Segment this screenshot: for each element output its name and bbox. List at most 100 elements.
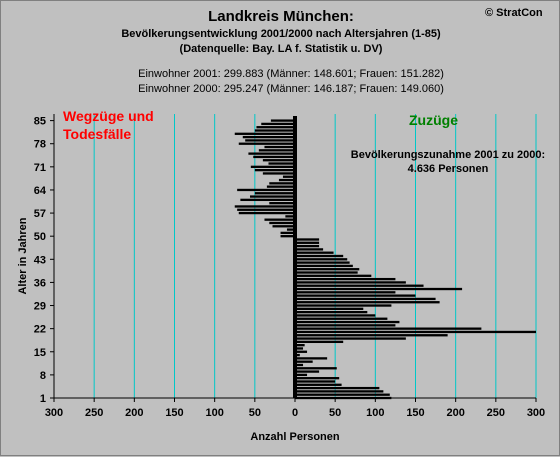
bar-age-31 [295, 297, 436, 301]
bar-age-34 [295, 287, 463, 291]
bar-age-58 [237, 208, 295, 211]
bar-age-65 [266, 185, 295, 188]
bar-age-2 [295, 393, 390, 396]
bar-age-14 [295, 353, 300, 357]
y-tick-label-6: 43 [34, 254, 46, 266]
y-tick-label-8: 57 [34, 208, 46, 220]
bar-age-28 [295, 307, 364, 310]
bar-age-41 [295, 264, 353, 268]
x-tick-label-3: 150 [165, 407, 183, 419]
bar-age-33 [295, 291, 396, 294]
bar-age-20 [295, 334, 448, 337]
bar-age-59 [234, 205, 295, 208]
annotation-line2: 4.636 Personen [408, 163, 489, 175]
x-tick-label-11: 250 [487, 407, 505, 419]
bar-age-19 [295, 337, 406, 340]
x-tick-label-9: 150 [406, 407, 424, 419]
y-tick-label-1: 8 [40, 370, 46, 382]
bar-age-29 [295, 304, 392, 307]
right-label: Zuzüge [409, 112, 458, 128]
bar-age-77 [264, 145, 295, 149]
bar-age-7 [295, 377, 340, 380]
bar-age-55 [264, 218, 295, 221]
x-tick-label-4: 100 [205, 407, 223, 419]
x-tick-label-6: 0 [292, 407, 298, 419]
x-axis-label: Anzahl Personen [250, 431, 340, 443]
copyright-label: © StratCon [485, 7, 543, 19]
center-axis [293, 116, 297, 398]
bar-age-40 [295, 268, 360, 271]
bar-age-48 [295, 241, 320, 244]
bar-age-67 [278, 178, 295, 182]
bar-age-4 [295, 386, 380, 390]
bar-age-73 [262, 159, 295, 162]
bar-age-62 [250, 195, 295, 198]
x-tick-label-8: 100 [366, 407, 384, 419]
x-tick-label-0: 300 [45, 407, 63, 419]
x-tick-label-1: 250 [85, 407, 103, 419]
y-axis-label: Alter in Jahren [17, 217, 29, 294]
bar-age-39 [295, 271, 358, 274]
bar-age-49 [295, 238, 320, 241]
bar-age-52 [286, 228, 295, 231]
y-tick-label-5: 36 [34, 277, 46, 289]
x-tick-label-2: 200 [125, 407, 143, 419]
x-tick-label-7: 50 [329, 407, 341, 419]
bar-age-45 [295, 251, 334, 254]
bar-age-56 [285, 215, 295, 218]
x-tick-label-10: 200 [446, 407, 464, 419]
left-label-line1: Wegzüge und [63, 108, 154, 124]
bar-age-9 [295, 370, 320, 373]
bar-age-78 [238, 142, 295, 145]
x-tick-label-5: 50 [249, 407, 261, 419]
bar-age-5 [295, 383, 342, 386]
bar-age-12 [295, 360, 313, 363]
bar-age-46 [295, 248, 324, 251]
bar-age-71 [250, 165, 295, 168]
bar-age-57 [238, 211, 295, 215]
left-label-line2: Todesfälle [63, 126, 131, 142]
bar-age-25 [295, 317, 388, 320]
bar-age-74 [253, 155, 295, 159]
x-tick-label-12: 300 [527, 407, 545, 419]
annotation-line1: Bevölkerungszunahme 2001 zu 2000: [351, 149, 545, 161]
y-tick-label-12: 85 [34, 116, 46, 128]
bar-age-76 [258, 149, 295, 152]
bar-age-3 [295, 390, 384, 393]
bar-age-84 [261, 122, 295, 126]
y-tick-label-11: 78 [34, 139, 46, 151]
bar-age-11 [295, 363, 304, 367]
population-2000-info: Einwohner 2000: 295.247 (Männer: 146.187… [138, 83, 444, 95]
bar-age-51 [280, 231, 295, 235]
bar-age-17 [295, 344, 305, 347]
bar-age-66 [269, 182, 295, 185]
bar-age-68 [282, 175, 295, 178]
bar-age-54 [269, 221, 295, 225]
bar-age-43 [295, 258, 348, 261]
bar-age-32 [295, 294, 416, 297]
y-tick-label-4: 29 [34, 301, 46, 313]
bar-age-53 [272, 225, 295, 228]
bar-age-16 [295, 347, 304, 350]
bar-age-70 [254, 168, 295, 172]
bar-age-72 [268, 162, 295, 165]
bar-age-75 [248, 152, 295, 155]
bar-age-79 [245, 139, 295, 142]
bar-age-42 [295, 261, 350, 264]
bar-age-8 [295, 373, 308, 377]
bar-age-63 [254, 192, 295, 195]
bar-age-85 [270, 119, 295, 122]
y-tick-label-10: 71 [34, 162, 46, 174]
bar-age-13 [295, 357, 328, 360]
bar-age-36 [295, 281, 406, 284]
bar-age-61 [240, 198, 295, 202]
chart-subtitle-line1: Bevölkerungsentwicklung 2001/2000 nach A… [121, 28, 441, 40]
y-tick-label-3: 22 [34, 324, 46, 336]
bar-age-30 [295, 301, 440, 304]
bar-age-10 [295, 367, 337, 370]
bar-age-64 [237, 188, 295, 192]
bar-age-6 [295, 380, 336, 383]
bar-age-80 [242, 135, 295, 139]
